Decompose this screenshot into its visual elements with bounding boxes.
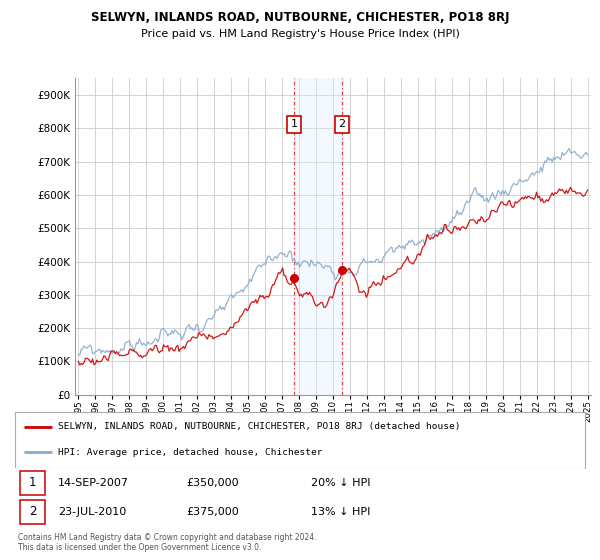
Text: £375,000: £375,000: [186, 507, 239, 517]
Text: 2: 2: [29, 506, 36, 519]
Text: 1: 1: [29, 477, 36, 489]
Text: This data is licensed under the Open Government Licence v3.0.: This data is licensed under the Open Gov…: [18, 543, 262, 552]
Text: 14-SEP-2007: 14-SEP-2007: [58, 478, 129, 488]
Text: 23-JUL-2010: 23-JUL-2010: [58, 507, 126, 517]
Text: 13% ↓ HPI: 13% ↓ HPI: [311, 507, 371, 517]
Text: SELWYN, INLANDS ROAD, NUTBOURNE, CHICHESTER, PO18 8RJ: SELWYN, INLANDS ROAD, NUTBOURNE, CHICHES…: [91, 11, 509, 24]
Text: SELWYN, INLANDS ROAD, NUTBOURNE, CHICHESTER, PO18 8RJ (detached house): SELWYN, INLANDS ROAD, NUTBOURNE, CHICHES…: [58, 422, 460, 431]
Text: Price paid vs. HM Land Registry's House Price Index (HPI): Price paid vs. HM Land Registry's House …: [140, 29, 460, 39]
Text: Contains HM Land Registry data © Crown copyright and database right 2024.: Contains HM Land Registry data © Crown c…: [18, 533, 317, 542]
Text: 20% ↓ HPI: 20% ↓ HPI: [311, 478, 371, 488]
Bar: [20, 472, 45, 494]
Text: £350,000: £350,000: [186, 478, 239, 488]
Text: 1: 1: [290, 119, 298, 129]
Bar: [20, 500, 45, 524]
Text: HPI: Average price, detached house, Chichester: HPI: Average price, detached house, Chic…: [58, 448, 322, 457]
Bar: [294, 78, 342, 395]
Text: 2: 2: [338, 119, 346, 129]
